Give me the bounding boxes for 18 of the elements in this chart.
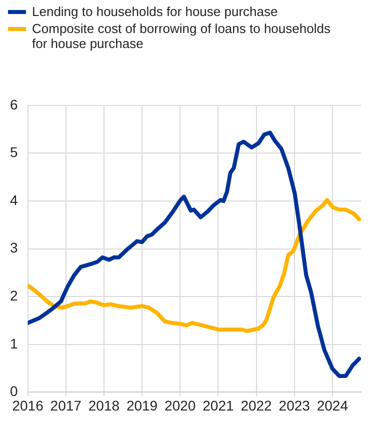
y-tick-label: 4 [10,192,18,208]
x-tick-label: 2019 [126,397,158,414]
x-tick-label: 2024 [316,397,348,414]
y-tick-label: 0 [10,383,18,400]
x-tick-label: 2017 [50,397,82,414]
x-tick-label: 2016 [12,397,44,414]
y-tick-label: 5 [10,144,18,160]
x-tick-label: 2022 [240,397,272,414]
x-tick-label: 2018 [88,397,120,414]
y-tick-label: 6 [10,96,18,112]
legend-label: Lending to households for house purchase [32,4,278,19]
y-tick-label: 1 [10,335,18,352]
y-tick-label: 3 [10,240,18,256]
x-tick-label: 2020 [164,397,196,414]
x-tick-label: 2021 [202,397,234,414]
x-tick-label: 2023 [278,397,310,414]
y-tick-label: 2 [10,287,18,304]
legend-label: Composite cost of borrowing of loans to households for house purchase [32,21,332,51]
